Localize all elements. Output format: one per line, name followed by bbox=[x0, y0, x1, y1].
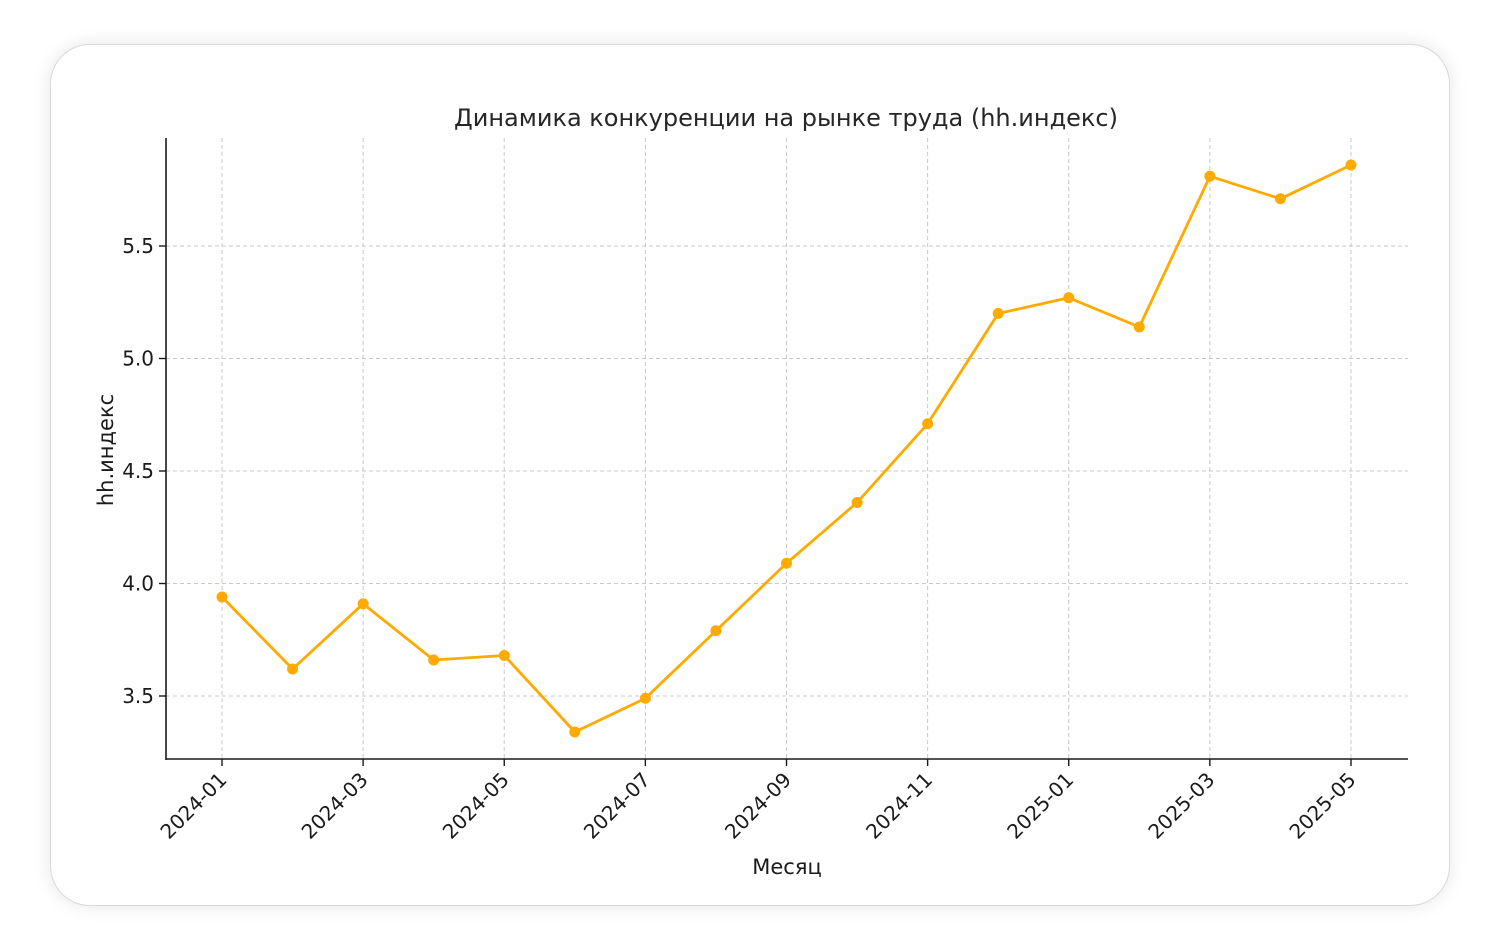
x-tick-label: 2024-07 bbox=[579, 768, 655, 844]
data-point bbox=[569, 726, 581, 738]
y-axis-label: hh.индекс bbox=[94, 394, 118, 506]
y-ticks: 3.5 4.0 4.5 5.0 5.5 bbox=[122, 234, 166, 708]
x-tick-label: 2024-09 bbox=[720, 768, 796, 844]
data-point bbox=[1274, 193, 1286, 205]
data-point bbox=[216, 591, 228, 603]
x-tick-label: 2024-05 bbox=[438, 768, 514, 844]
data-point bbox=[639, 692, 651, 704]
y-tick-label: 4.0 bbox=[122, 572, 154, 596]
data-point bbox=[851, 497, 863, 508]
y-tick-label: 5.0 bbox=[122, 347, 154, 371]
x-tick-label: 2025-01 bbox=[1002, 768, 1078, 844]
y-tick-label: 3.5 bbox=[122, 684, 154, 708]
x-axis-label: Месяц bbox=[752, 855, 822, 879]
x-ticks: 2024-01 2024-03 2024-05 2024-07 2024-09 2024-… bbox=[155, 759, 1361, 844]
series bbox=[216, 159, 1357, 738]
x-tick-label: 2024-01 bbox=[155, 768, 231, 844]
data-point bbox=[1133, 321, 1145, 333]
data-point bbox=[992, 308, 1004, 319]
x-tick-label: 2025-05 bbox=[1284, 768, 1360, 844]
data-point bbox=[1345, 159, 1357, 171]
y-tick-label: 4.5 bbox=[122, 459, 154, 483]
data-point bbox=[287, 663, 299, 675]
data-point bbox=[781, 557, 792, 569]
x-tick-label: 2024-11 bbox=[861, 768, 937, 844]
x-tick-label: 2024-03 bbox=[297, 768, 373, 844]
data-point bbox=[428, 654, 440, 666]
chart-card: Динамика конкуренции на рынке труда (hh.… bbox=[50, 44, 1450, 906]
data-point bbox=[1204, 170, 1216, 182]
data-point bbox=[922, 418, 934, 430]
x-tick-label: 2025-03 bbox=[1143, 768, 1219, 844]
data-point bbox=[710, 625, 722, 637]
line-chart: Динамика конкуренции на рынке труда (hh.… bbox=[94, 104, 1408, 879]
data-point bbox=[1063, 292, 1075, 304]
chart-title: Динамика конкуренции на рынке труда (hh.… bbox=[454, 104, 1118, 132]
y-tick-label: 5.5 bbox=[122, 234, 154, 258]
data-point bbox=[357, 598, 369, 610]
grid bbox=[166, 138, 1408, 759]
data-point bbox=[498, 650, 510, 661]
